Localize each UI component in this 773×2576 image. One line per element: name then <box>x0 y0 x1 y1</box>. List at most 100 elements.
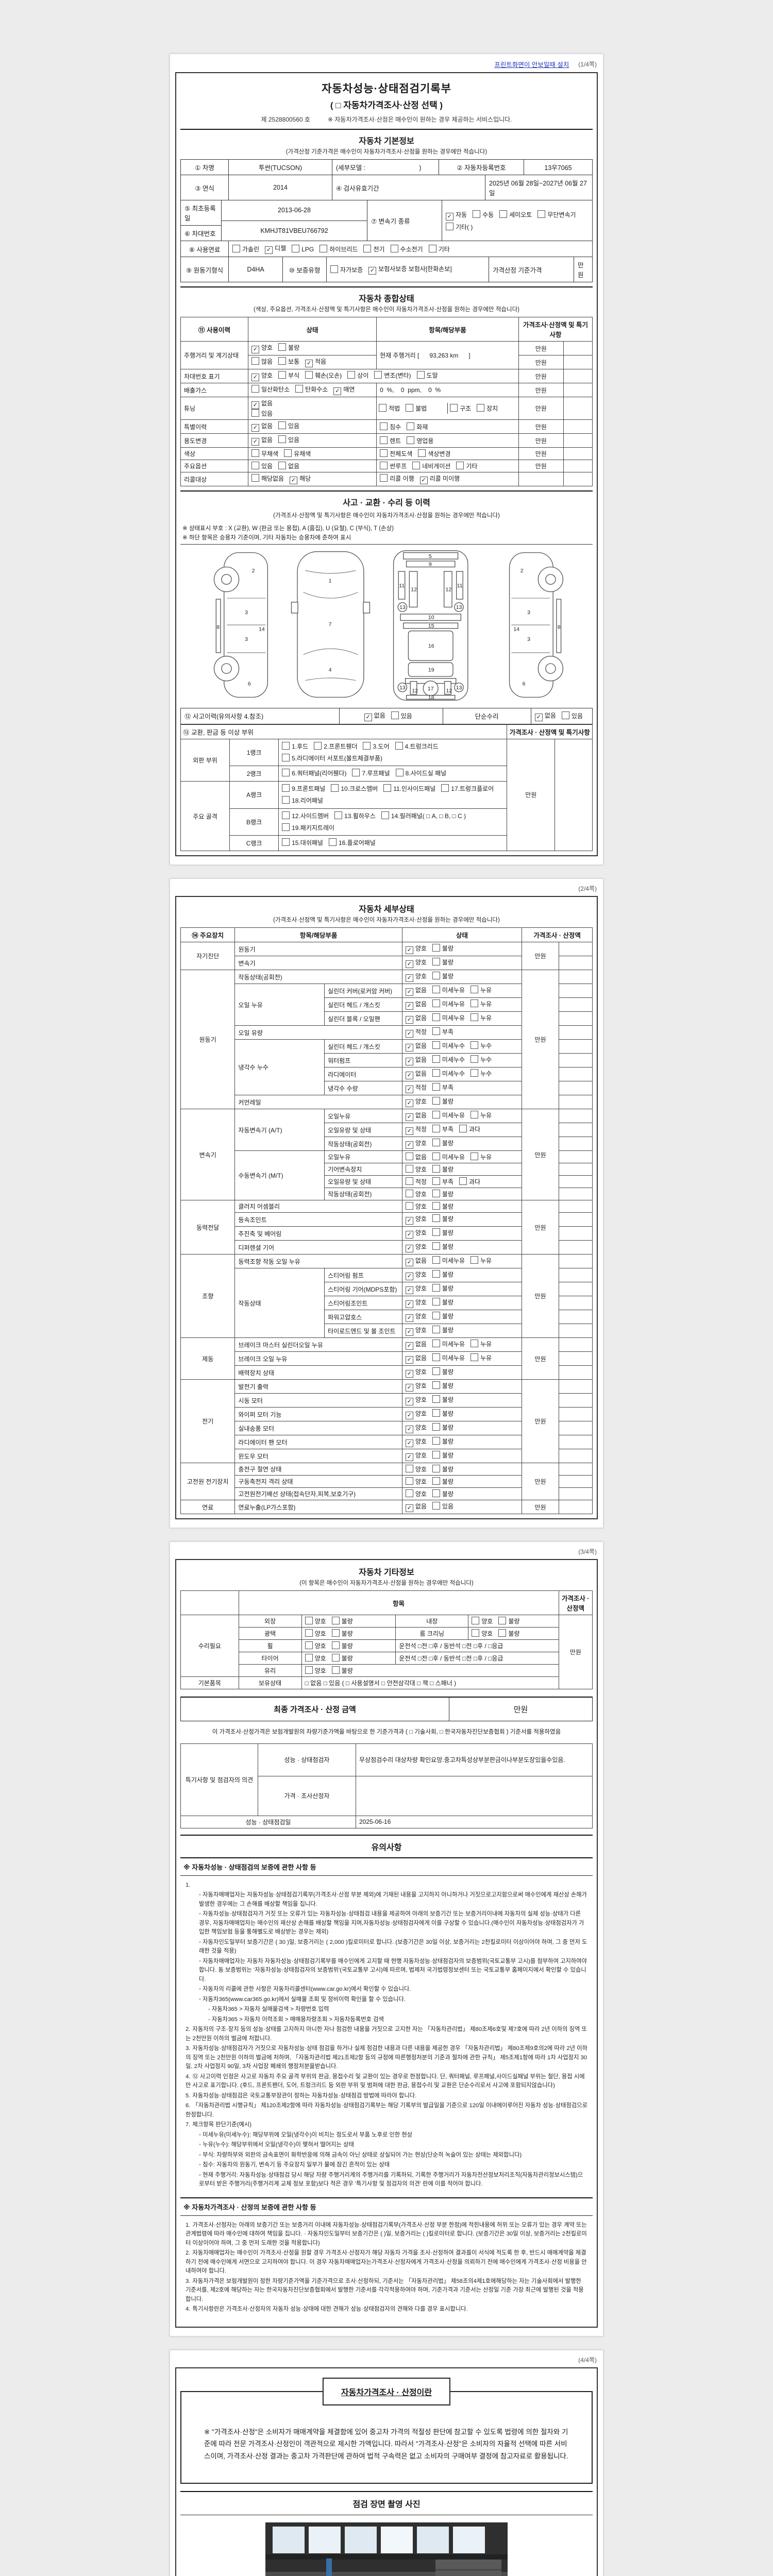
checkbox[interactable] <box>407 436 415 444</box>
checkbox[interactable] <box>432 1190 440 1198</box>
checkbox[interactable] <box>432 1242 440 1250</box>
checkbox[interactable]: ✓ <box>534 713 543 721</box>
checkbox[interactable] <box>278 357 287 365</box>
checkbox[interactable] <box>278 343 287 351</box>
checkbox[interactable]: ✓ <box>405 1058 413 1066</box>
checkbox[interactable] <box>470 1256 479 1264</box>
checkbox[interactable] <box>331 1666 340 1674</box>
checkbox[interactable] <box>314 741 322 750</box>
checkbox[interactable]: ✓ <box>405 1099 413 1108</box>
checkbox[interactable] <box>405 1177 413 1185</box>
checkbox[interactable]: ✓ <box>405 1504 413 1513</box>
checkbox[interactable]: ✓ <box>405 1328 413 1336</box>
checkbox[interactable] <box>432 1177 440 1185</box>
checkbox[interactable]: ✓ <box>405 1016 413 1024</box>
checkbox[interactable]: ✓ <box>405 960 413 969</box>
checkbox[interactable] <box>432 972 440 980</box>
checkbox[interactable] <box>432 1214 440 1223</box>
checkbox[interactable] <box>432 1270 440 1278</box>
checkbox[interactable] <box>432 1013 440 1022</box>
checkbox[interactable]: ✓ <box>364 713 372 721</box>
checkbox[interactable]: ✓ <box>405 1398 413 1406</box>
checkbox[interactable] <box>432 1165 440 1173</box>
checkbox[interactable] <box>405 1202 413 1210</box>
checkbox[interactable]: ✓ <box>251 401 259 409</box>
checkbox[interactable] <box>432 1489 440 1498</box>
checkbox[interactable] <box>470 1111 479 1119</box>
checkbox[interactable]: ✓ <box>405 1439 413 1448</box>
checkbox[interactable] <box>470 1353 479 1362</box>
checkbox[interactable] <box>405 1465 413 1473</box>
checkbox[interactable] <box>432 1055 440 1063</box>
checkbox[interactable] <box>459 1125 467 1133</box>
checkbox[interactable] <box>432 1284 440 1292</box>
checkbox[interactable]: ✓ <box>405 1141 413 1149</box>
checkbox[interactable] <box>407 422 415 430</box>
checkbox[interactable] <box>416 371 425 379</box>
checkbox[interactable] <box>251 409 259 417</box>
checkbox[interactable] <box>405 1477 413 1485</box>
checkbox[interactable] <box>432 958 440 966</box>
checkbox[interactable] <box>305 1617 313 1625</box>
checkbox[interactable]: ✓ <box>405 1113 413 1122</box>
checkbox[interactable] <box>282 838 290 846</box>
checkbox[interactable] <box>432 1083 440 1091</box>
checkbox[interactable] <box>328 838 337 846</box>
checkbox[interactable] <box>470 999 479 1008</box>
checkbox[interactable]: ✓ <box>251 346 259 353</box>
checkbox[interactable] <box>432 1340 440 1348</box>
checkbox[interactable] <box>432 1395 440 1403</box>
checkbox[interactable] <box>278 462 287 469</box>
checkbox[interactable] <box>380 474 388 482</box>
checkbox[interactable] <box>432 999 440 1008</box>
checkbox[interactable] <box>282 795 290 804</box>
checkbox[interactable] <box>498 1629 507 1637</box>
checkbox[interactable] <box>432 1111 440 1119</box>
checkbox[interactable] <box>470 1069 479 1077</box>
checkbox[interactable] <box>432 1502 440 1510</box>
checkbox[interactable]: ✓ <box>405 1245 413 1253</box>
checkbox[interactable]: ✓ <box>305 360 313 367</box>
checkbox[interactable] <box>432 1353 440 1362</box>
checkbox[interactable] <box>498 1617 507 1625</box>
checkbox[interactable] <box>282 769 290 777</box>
checkbox[interactable]: ✓ <box>405 1231 413 1239</box>
checkbox[interactable] <box>432 944 440 952</box>
checkbox[interactable] <box>331 1654 340 1662</box>
checkbox[interactable]: ✓ <box>405 1002 413 1010</box>
checkbox[interactable] <box>251 462 259 469</box>
checkbox[interactable] <box>432 1097 440 1105</box>
checkbox[interactable] <box>432 1125 440 1133</box>
checkbox[interactable] <box>405 1190 413 1198</box>
checkbox[interactable] <box>472 1617 480 1625</box>
checkbox[interactable]: ✓ <box>251 438 259 446</box>
checkbox[interactable] <box>470 986 479 994</box>
checkbox[interactable]: ✓ <box>290 477 298 484</box>
checkbox[interactable]: ✓ <box>405 1384 413 1392</box>
checkbox[interactable] <box>432 1139 440 1147</box>
checkbox[interactable] <box>432 1437 440 1445</box>
checkbox[interactable] <box>406 404 414 412</box>
checkbox[interactable] <box>432 1423 440 1431</box>
checkbox[interactable] <box>295 385 304 393</box>
checkbox[interactable] <box>390 244 398 252</box>
checkbox[interactable] <box>470 1041 479 1049</box>
checkbox[interactable]: ✓ <box>405 1273 413 1281</box>
checkbox[interactable] <box>292 245 300 252</box>
checkbox[interactable] <box>380 449 388 457</box>
checkbox[interactable]: ✓ <box>405 1072 413 1080</box>
checkbox[interactable]: ✓ <box>405 1370 413 1378</box>
checkbox[interactable] <box>352 769 360 777</box>
checkbox[interactable] <box>383 784 392 792</box>
checkbox[interactable] <box>381 811 389 819</box>
checkbox[interactable] <box>380 422 388 430</box>
checkbox[interactable] <box>432 1451 440 1459</box>
checkbox[interactable]: ✓ <box>405 1086 413 1094</box>
checkbox[interactable] <box>428 244 436 252</box>
checkbox[interactable]: ✓ <box>405 1300 413 1309</box>
checkbox[interactable]: ✓ <box>251 424 259 432</box>
checkbox[interactable] <box>305 1629 313 1637</box>
checkbox[interactable]: ✓ <box>405 946 413 955</box>
checkbox[interactable] <box>251 357 259 365</box>
checkbox[interactable] <box>334 811 343 819</box>
